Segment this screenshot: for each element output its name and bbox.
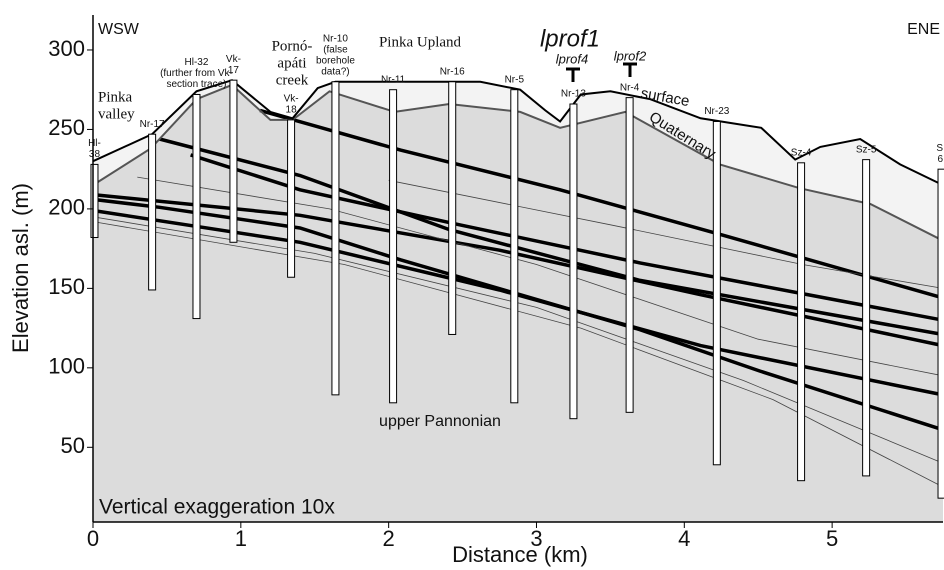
annotation: Vertical exaggeration 10x	[99, 496, 335, 519]
x-tick-label: 2	[383, 526, 395, 551]
annotation: Pornó-	[272, 38, 313, 54]
borehole	[712, 120, 721, 466]
borehole-label: Nr-5	[505, 74, 525, 85]
borehole	[862, 159, 871, 477]
quaternary-base	[92, 83, 944, 242]
borehole	[625, 97, 634, 413]
borehole	[797, 162, 806, 482]
borehole-label: borehole	[316, 55, 355, 66]
borehole-label: Hl-32	[185, 57, 209, 68]
borehole-label: Nr-13	[561, 89, 586, 100]
annotation: valley	[98, 106, 135, 122]
annotation: WSW	[98, 21, 140, 38]
annotation: lprof4	[556, 51, 589, 66]
borehole-label: Vk-	[226, 54, 241, 65]
boreholes	[90, 79, 944, 499]
horizon	[137, 176, 944, 377]
horizon	[259, 108, 944, 300]
borehole-label: (false	[323, 44, 348, 55]
borehole	[448, 81, 457, 335]
borehole	[331, 81, 340, 396]
borehole	[229, 79, 238, 243]
borehole-label: 17	[228, 65, 240, 76]
borehole	[192, 93, 201, 320]
annotation: creek	[276, 72, 309, 88]
borehole-label: (further from Vk-	[160, 68, 233, 79]
y-tick-label: 50	[61, 433, 85, 458]
borehole-label: S	[936, 143, 943, 154]
borehole-label: section trace)	[166, 79, 226, 90]
borehole-label: Hl-	[88, 138, 101, 149]
borehole-label: data?)	[321, 66, 349, 77]
annotation: Pinka	[98, 89, 133, 105]
borehole-label: Nr-23	[704, 106, 729, 117]
x-tick-label: 3	[530, 526, 542, 551]
borehole	[90, 163, 99, 239]
y-tick-label: 250	[48, 115, 85, 140]
annotation: lprof2	[614, 48, 647, 63]
borehole	[287, 119, 296, 278]
borehole-label: Nr-10	[323, 33, 348, 44]
horizon	[388, 179, 944, 289]
profile-markers	[566, 62, 637, 82]
borehole	[569, 103, 578, 420]
surface-line	[92, 79, 944, 187]
borehole	[148, 133, 157, 291]
x-tick-label: 4	[678, 526, 690, 551]
annotation: Pinka Upland	[379, 34, 462, 50]
annotation: ENE	[907, 21, 940, 38]
x-tick-label: 1	[235, 526, 247, 551]
horizon	[92, 216, 944, 464]
x-tick-label: 0	[87, 526, 99, 551]
borehole	[937, 168, 944, 499]
borehole-label: Nr-11	[381, 74, 406, 85]
borehole-label: Nr-17	[140, 119, 165, 130]
y-tick-label: 100	[48, 354, 85, 379]
horizon	[92, 197, 944, 432]
chart-title: lprof1	[540, 25, 600, 52]
x-tick-label: 5	[826, 526, 838, 551]
borehole	[389, 89, 398, 404]
borehole-label: Nr-4	[620, 82, 640, 93]
borehole-label: Nr-16	[440, 66, 465, 77]
y-tick-label: 300	[48, 36, 85, 61]
borehole-label: 18	[286, 105, 298, 116]
y-tick-label: 150	[48, 274, 85, 299]
borehole-label: 6	[937, 154, 943, 165]
x-axis-title: Distance (km)	[452, 542, 588, 567]
horizon	[190, 153, 944, 322]
annotation: upper Pannonian	[379, 413, 501, 430]
borehole-label: 38	[89, 149, 101, 160]
y-axis-title: Elevation asl. (m)	[8, 183, 33, 353]
borehole-label: Sz-5	[856, 144, 877, 155]
borehole	[510, 89, 519, 404]
y-tick-label: 200	[48, 195, 85, 220]
borehole-label: Sz-4	[791, 147, 812, 158]
borehole-label: Vk-	[284, 94, 299, 105]
horizon	[92, 221, 944, 488]
annotation: apáti	[277, 55, 306, 71]
